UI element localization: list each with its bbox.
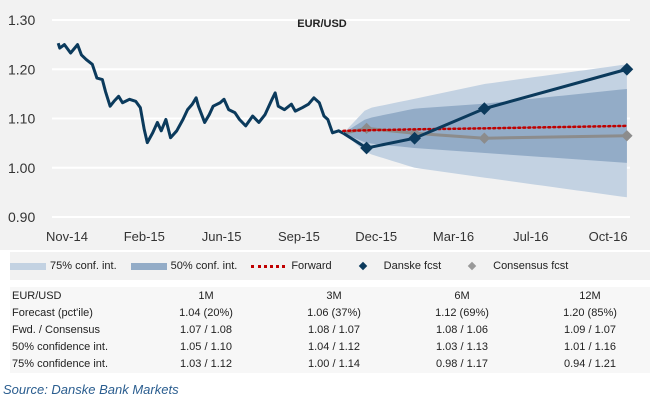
table-cell: 1.06 (37%)	[307, 306, 361, 319]
table-row: 75% confidence int. 1.03 / 1.12 1.00 / 1.1…	[10, 355, 650, 372]
legend-item-consensus: Consensus fcst	[455, 260, 568, 272]
table-row: Forecast (pct'ile) 1.04 (20%) 1.06 (37%) 1.…	[10, 304, 650, 321]
table-cell: 0.98 / 1.17	[436, 357, 488, 370]
header-cell: 12M	[579, 289, 601, 302]
legend-label: Forward	[291, 260, 332, 272]
danske-point	[477, 102, 491, 116]
table-cell: Fwd. / Consensus	[12, 323, 101, 336]
eurusd-chart: 0.90 1.00 1.10 1.20 1.30 Nov-14 Feb-15 Jun-15 Se…	[8, 12, 634, 244]
table-cell: 1.08 / 1.07	[308, 323, 360, 336]
danske-point	[360, 141, 373, 155]
legend-item-50: 50% conf. int.	[130, 260, 238, 272]
legend-label: 50% conf. int.	[170, 260, 238, 272]
header-cell: 3M	[326, 289, 342, 302]
y-tick-label: 1.30	[8, 12, 35, 28]
table-row: Fwd. / Consensus 1.07 / 1.08 1.08 / 1.07 1.…	[10, 321, 650, 338]
table-body: Forecast (pct'ile) 1.04 (20%) 1.06 (37%) 1.…	[10, 304, 650, 372]
x-tick-label: Jun-15	[202, 229, 242, 244]
header-cell: 1M	[198, 289, 214, 302]
table-cell: 1.03 / 1.13	[436, 340, 488, 353]
table-cell: 1.00 / 1.14	[308, 357, 360, 370]
legend-item-75: 75% conf. int.	[10, 260, 117, 272]
band75-swatch	[10, 262, 46, 270]
forward-line	[342, 124, 629, 133]
legend-item-danske: Danske fcst	[346, 260, 441, 272]
x-tick-label: Sep-15	[278, 229, 320, 244]
legend-label: Danske fcst	[383, 260, 442, 272]
header-cell: 6M	[454, 289, 470, 302]
table-cell: 75% confidence int.	[12, 357, 109, 370]
y-tick-label: 1.00	[8, 160, 35, 176]
y-tick-label: 0.90	[8, 209, 35, 225]
chart-title: EUR/USD	[297, 18, 347, 30]
table-cell: 1.09 / 1.07	[564, 323, 616, 336]
table-cell: 1.07 / 1.08	[180, 323, 232, 336]
y-tick-label: 1.10	[8, 111, 35, 127]
x-tick-label: Feb-15	[124, 229, 165, 244]
header-cell: EUR/USD	[12, 289, 62, 302]
x-tick-label: Jul-16	[513, 229, 548, 244]
consensus-point	[621, 130, 633, 142]
legend-label: 75% conf. int.	[50, 260, 117, 272]
legend: 75% conf. int. 50% conf. int. Forward Da…	[10, 252, 650, 280]
table-cell: 1.03 / 1.12	[180, 357, 232, 370]
table-row: 50% confidence int. 1.05 / 1.10 1.04 / 1.1…	[10, 338, 650, 355]
x-tick-label: Nov-14	[46, 229, 88, 244]
diamond-icon	[358, 261, 367, 271]
table-cell: 1.04 / 1.12	[308, 340, 360, 353]
legend-label: Consensus fcst	[493, 260, 569, 272]
x-tick-label: Mar-16	[433, 229, 474, 244]
band50-swatch	[130, 262, 167, 270]
danske-point	[408, 131, 421, 145]
x-tick-label: Dec-15	[355, 229, 397, 244]
band-50	[343, 88, 627, 163]
y-tick-label: 1.20	[8, 61, 35, 77]
forward-swatch	[251, 264, 286, 268]
consensus-point	[478, 132, 490, 144]
history-line	[56, 42, 345, 145]
forecast-table: EUR/USD 1M 3M 6M 12M Forecast (pct'ile) 1…	[10, 287, 650, 373]
x-tick-label: Oct-16	[589, 229, 628, 244]
table-cell: 1.04 (20%)	[179, 306, 233, 319]
source-note: Source: Danske Bank Markets	[3, 382, 179, 397]
table-cell: 1.05 / 1.10	[180, 340, 232, 353]
diamond-icon	[467, 261, 477, 271]
table-cell: 1.20 (85%)	[563, 306, 617, 319]
table-cell: 1.01 / 1.16	[564, 340, 616, 353]
table-cell: 1.12 (69%)	[435, 306, 489, 319]
legend-item-forward: Forward	[251, 260, 332, 272]
table-cell: 50% confidence int.	[12, 340, 109, 353]
table-header: EUR/USD 1M 3M 6M 12M	[10, 287, 650, 304]
chart-area: 0.90 1.00 1.10 1.20 1.30 Nov-14 Feb-15 Jun-15 Se…	[0, 0, 650, 250]
table-cell: 1.08 / 1.06	[436, 323, 488, 336]
table-cell: Forecast (pct'ile)	[12, 306, 93, 319]
table-cell: 0.94 / 1.21	[564, 357, 616, 370]
